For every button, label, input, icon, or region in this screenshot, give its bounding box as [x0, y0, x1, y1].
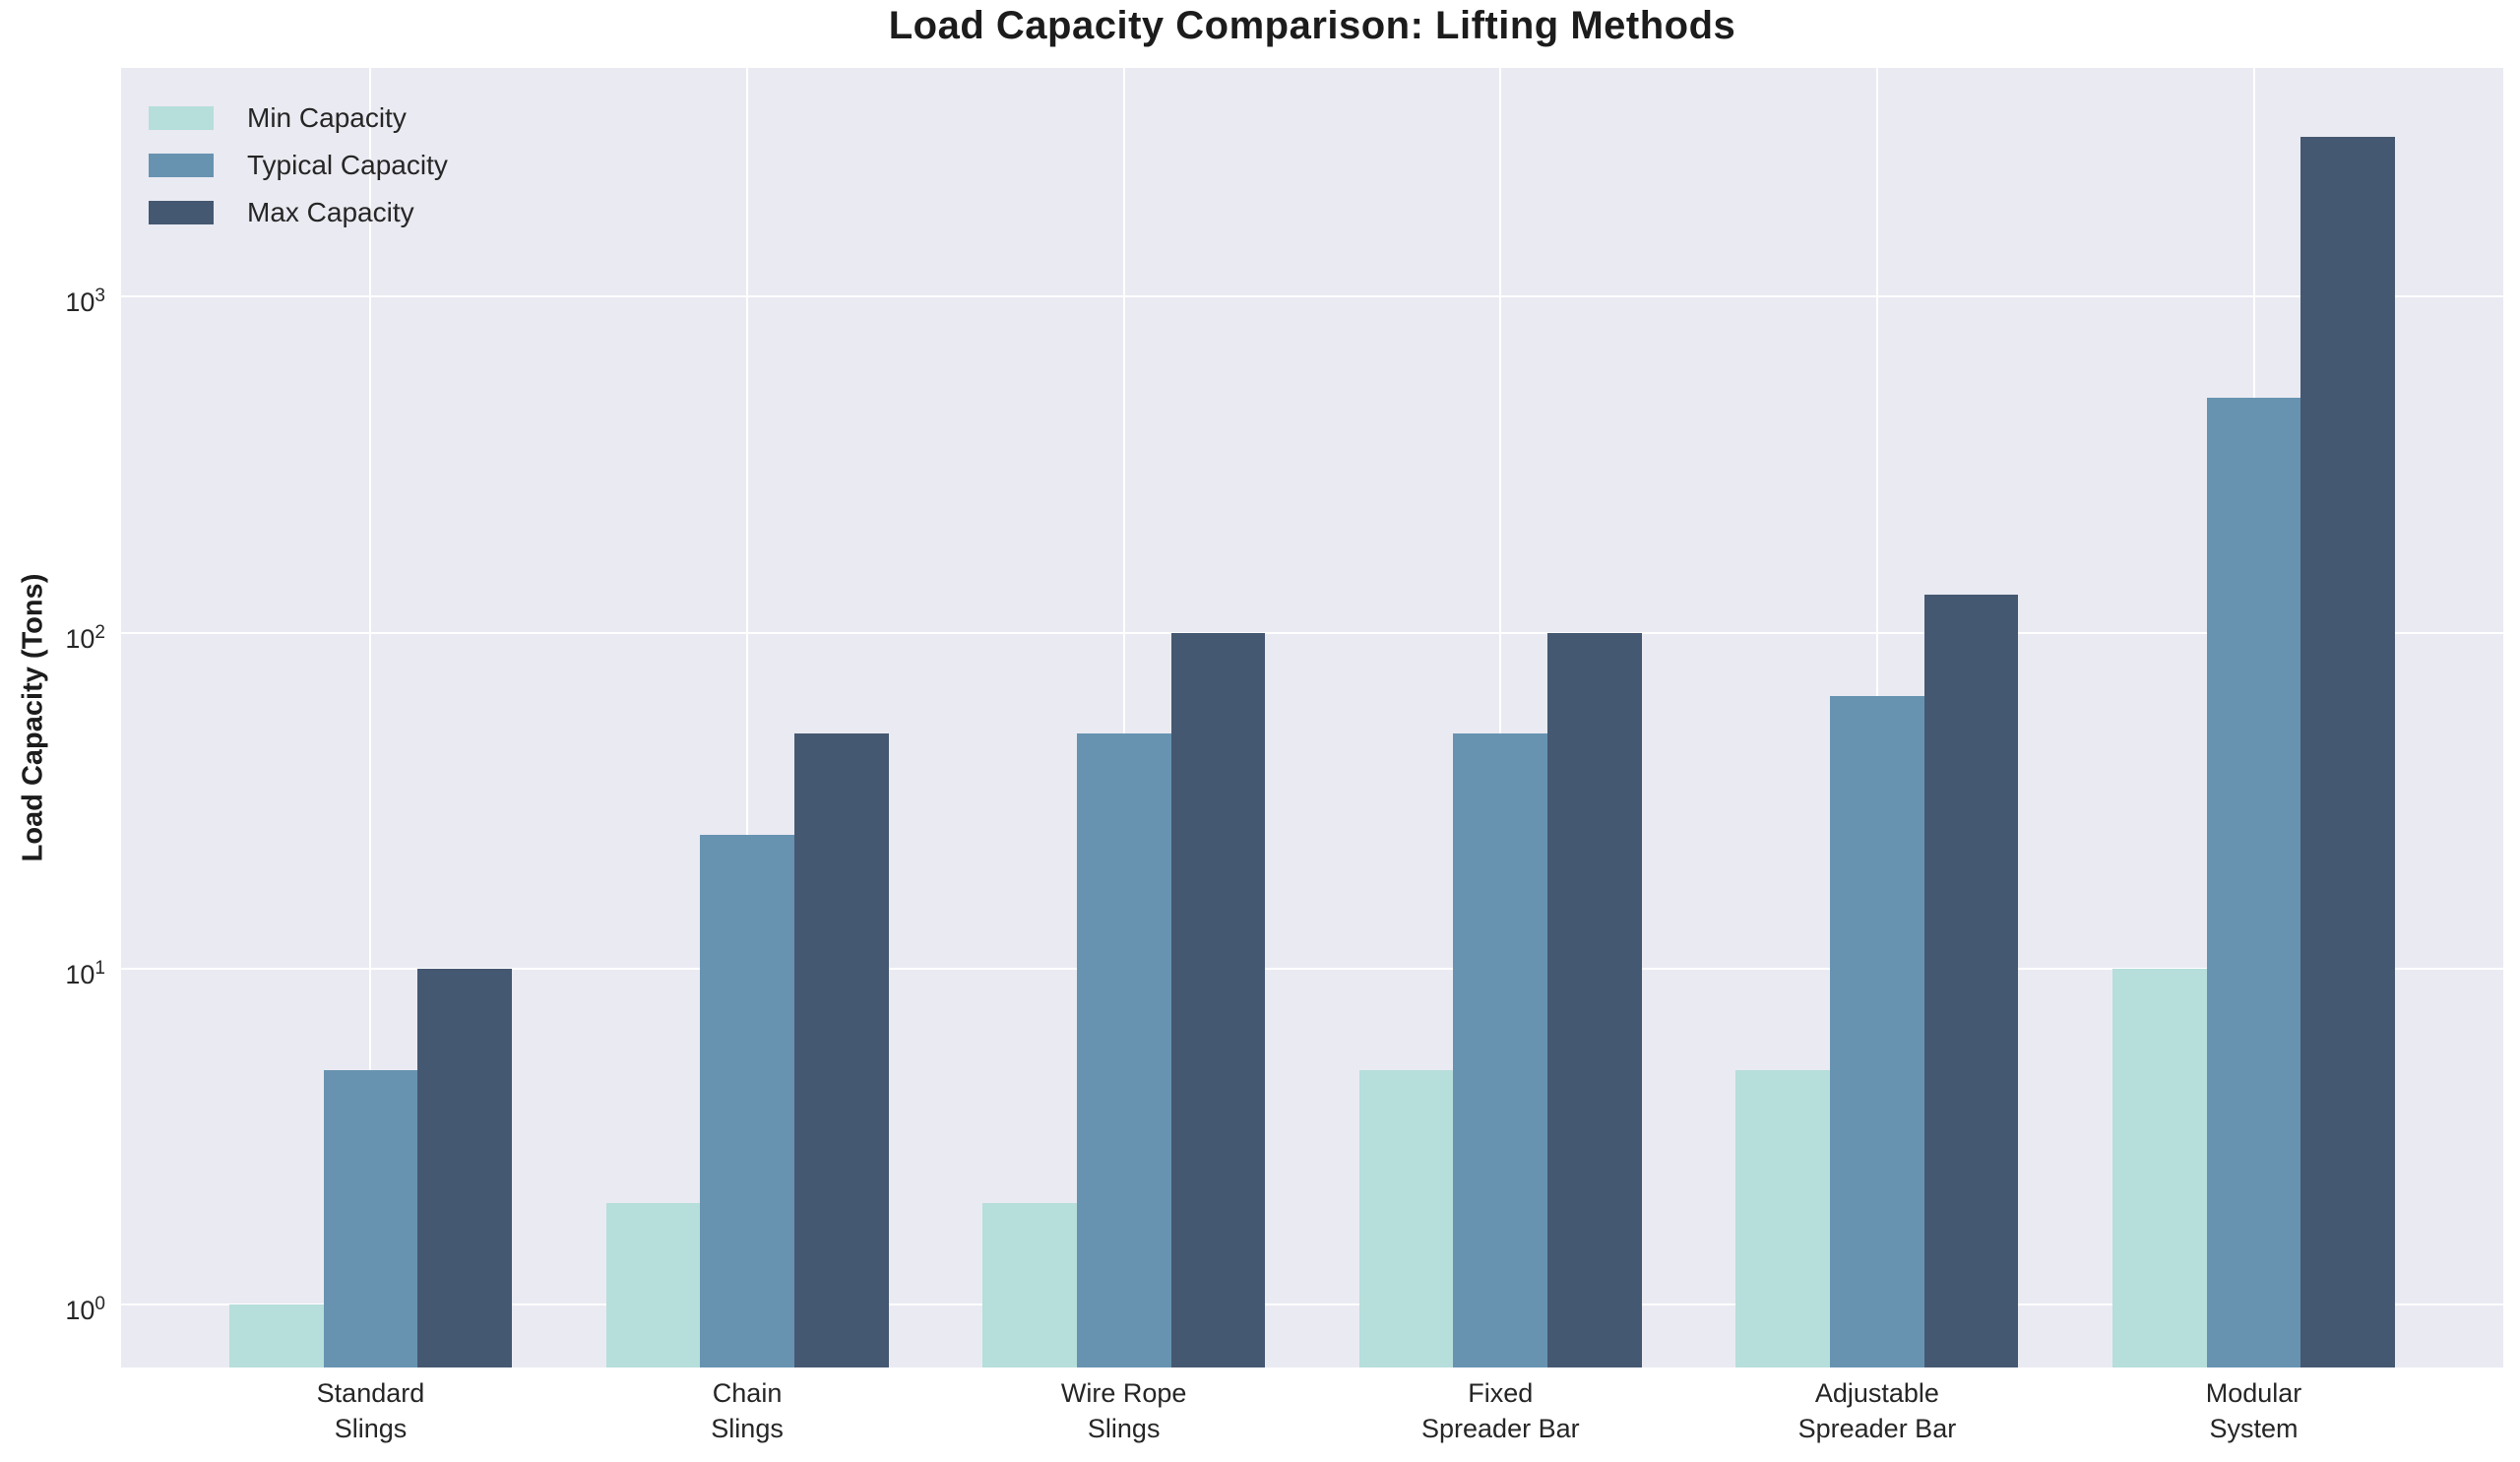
bar-max-capacity-standard-slings — [417, 968, 512, 1367]
x-tick-label-chain-slings: Chain Slings — [711, 1378, 784, 1443]
y-tick-label: 101 — [65, 957, 105, 989]
bar-min-capacity-chain-slings — [605, 1203, 701, 1367]
y-tick-label: 103 — [65, 286, 105, 318]
bar-max-capacity-wire-rope-slings — [1170, 632, 1266, 1367]
x-tick-label-fixed-spreader-bar: Fixed Spreader Bar — [1421, 1378, 1580, 1443]
bar-max-capacity-fixed-spreader-bar — [1547, 632, 1642, 1367]
bar-max-capacity-chain-slings — [793, 733, 889, 1367]
legend: Min Capacity Typical Capacity Max Capacity — [149, 95, 448, 236]
legend-swatch-icon — [149, 154, 214, 177]
bar-min-capacity-adjustable-spreader-bar — [1735, 1069, 1831, 1367]
x-tick-label-standard-slings: Standard Slings — [316, 1378, 425, 1443]
bar-typical-capacity-modular-system — [2206, 398, 2301, 1367]
bar-min-capacity-fixed-spreader-bar — [1358, 1069, 1454, 1367]
legend-item: Min Capacity — [149, 95, 448, 142]
x-tick-label-wire-rope-slings: Wire Rope Slings — [1060, 1378, 1187, 1443]
y-tick-label: 102 — [65, 621, 105, 654]
legend-swatch-icon — [149, 106, 214, 130]
bar-min-capacity-modular-system — [2112, 968, 2207, 1367]
bar-typical-capacity-wire-rope-slings — [1076, 733, 1171, 1367]
legend-label: Min Capacity — [247, 102, 407, 133]
bar-max-capacity-adjustable-spreader-bar — [1923, 594, 2019, 1367]
bar-typical-capacity-adjustable-spreader-bar — [1830, 695, 1924, 1367]
gridline-y-10e2 — [121, 631, 2503, 634]
x-tick-label-modular-system: Modular System — [2205, 1378, 2302, 1443]
bar-typical-capacity-standard-slings — [323, 1069, 418, 1367]
bar-max-capacity-modular-system — [2300, 136, 2395, 1367]
gridline-y-10e1 — [121, 967, 2503, 970]
legend-item: Max Capacity — [149, 189, 448, 236]
y-tick-label: 100 — [65, 1294, 105, 1326]
bar-min-capacity-wire-rope-slings — [982, 1203, 1077, 1367]
gridline-x-chain-slings — [746, 68, 749, 1367]
chart-title: Load Capacity Comparison: Lifting Method… — [888, 4, 1736, 47]
gridline-x-wire-rope-slings — [1122, 68, 1125, 1367]
gridline-y-10e3 — [121, 295, 2503, 298]
legend-swatch-icon — [149, 201, 214, 224]
gridline-x-fixed-spreader-bar — [1499, 68, 1502, 1367]
legend-item: Typical Capacity — [149, 142, 448, 189]
legend-label: Typical Capacity — [247, 150, 448, 180]
x-tick-label-adjustable-spreader-bar: Adjustable Spreader Bar — [1797, 1378, 1957, 1443]
plot-area — [121, 68, 2503, 1367]
gridline-y-10e0 — [121, 1303, 2503, 1306]
bar-min-capacity-standard-slings — [229, 1304, 324, 1367]
legend-label: Max Capacity — [247, 197, 414, 227]
gridline-x-standard-slings — [369, 68, 372, 1367]
bar-typical-capacity-chain-slings — [700, 835, 794, 1367]
bar-typical-capacity-fixed-spreader-bar — [1453, 733, 1548, 1367]
